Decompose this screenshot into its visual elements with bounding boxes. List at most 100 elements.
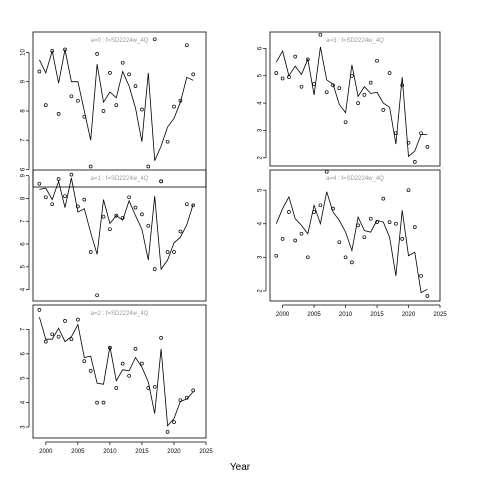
observed-point <box>375 220 379 224</box>
observed-point <box>114 213 119 218</box>
observed-point <box>406 140 411 145</box>
x-tick-label: 2000 <box>276 312 290 318</box>
observed-point <box>350 260 354 265</box>
observed-point <box>305 57 310 62</box>
y-tick-label: 6 <box>21 242 27 246</box>
observed-point <box>324 90 329 95</box>
observed-point <box>184 43 189 48</box>
panel-frame <box>269 169 441 302</box>
observed-point <box>114 386 119 390</box>
x-tick-label: 2005 <box>71 449 85 455</box>
observed-point <box>43 103 48 107</box>
observed-point <box>56 177 61 181</box>
observed-point <box>140 107 144 112</box>
fitted-series-line <box>39 317 194 427</box>
observed-point <box>400 83 405 88</box>
observed-point <box>280 237 285 241</box>
y-tick-label: 3 <box>258 255 264 259</box>
x-tick-label: 2005 <box>307 312 321 318</box>
y-tick-label: 2 <box>258 289 264 293</box>
observed-point <box>152 267 157 271</box>
observed-point <box>394 131 398 136</box>
observed-point <box>425 145 430 149</box>
observed-point <box>191 72 196 77</box>
y-tick-label: 4 <box>258 221 264 225</box>
observed-point <box>127 373 131 378</box>
fitted-series-line <box>39 177 194 271</box>
observed-point <box>88 164 93 169</box>
observed-point <box>293 238 298 243</box>
y-tick-label: 6 <box>21 167 27 171</box>
observed-point <box>356 223 360 228</box>
y-tick-label: 2 <box>258 155 264 159</box>
x-tick-label: 2015 <box>135 449 149 455</box>
fitted-series-line <box>275 191 428 294</box>
observed-point <box>381 108 386 112</box>
observed-point <box>299 84 304 89</box>
observed-point <box>387 71 392 75</box>
observed-point <box>381 196 386 201</box>
observed-point <box>120 215 125 220</box>
observed-point <box>146 386 151 390</box>
observed-point <box>184 202 189 207</box>
panel-0: a=0 : f=SD2224w_4Q 6 7 8 9 10 <box>21 31 207 188</box>
x-tick-label: 2015 <box>370 312 384 318</box>
observed-point <box>178 229 183 234</box>
x-tick-label: 2025 <box>199 449 213 455</box>
observed-point <box>159 336 163 340</box>
observed-point <box>37 69 42 74</box>
observed-point <box>350 73 354 78</box>
observed-point <box>305 255 310 260</box>
observed-point <box>312 82 316 86</box>
observed-point <box>140 361 144 366</box>
observed-point <box>419 131 423 136</box>
panel-title: a=1 : f=SD2224w_4Q <box>91 176 149 182</box>
observed-point <box>127 72 131 77</box>
observed-point <box>362 93 367 97</box>
observed-point <box>101 214 106 219</box>
observed-point <box>368 80 373 85</box>
observed-point <box>387 220 392 224</box>
observed-point <box>37 181 42 186</box>
panel-4: a=2 : f=SD2224w_4Q 3 4 5 6 7 2000 2005 2010 2015 2… <box>21 304 213 455</box>
y-tick-label: 5 <box>21 376 27 380</box>
observed-point <box>152 384 157 389</box>
observed-point <box>274 253 279 258</box>
observed-point <box>95 400 99 405</box>
observed-point <box>331 83 335 88</box>
observed-point <box>165 430 170 434</box>
observed-point <box>108 227 112 232</box>
observed-point <box>343 255 348 260</box>
y-tick-label: 4 <box>258 101 264 105</box>
observed-point <box>178 98 183 103</box>
observed-point <box>368 216 373 221</box>
y-tick-label: 9 <box>21 173 27 177</box>
observed-point <box>76 98 80 103</box>
observed-point <box>356 101 360 105</box>
observed-point <box>133 205 138 210</box>
observed-point <box>76 204 80 209</box>
observed-point <box>343 120 348 125</box>
y-tick-label: 5 <box>258 73 264 77</box>
observed-point <box>362 235 367 240</box>
observed-point <box>43 195 48 200</box>
x-tick-label: 2000 <box>39 449 53 455</box>
observed-point <box>318 32 323 37</box>
y-tick-label: 10 <box>21 48 27 55</box>
observed-point <box>375 58 379 63</box>
observed-point <box>50 202 55 207</box>
observed-point <box>146 223 151 228</box>
observed-point <box>114 103 119 107</box>
observed-point <box>82 114 87 119</box>
observed-point <box>172 250 176 254</box>
observed-point <box>43 339 48 344</box>
observed-point <box>337 86 342 90</box>
observed-point <box>127 195 131 200</box>
observed-point <box>152 37 157 42</box>
observed-point <box>293 54 298 59</box>
observed-point <box>37 308 42 312</box>
y-tick-label: 7 <box>21 138 27 142</box>
observed-point <box>56 112 61 116</box>
y-tick-label: 5 <box>21 264 27 268</box>
observed-point <box>412 225 417 229</box>
